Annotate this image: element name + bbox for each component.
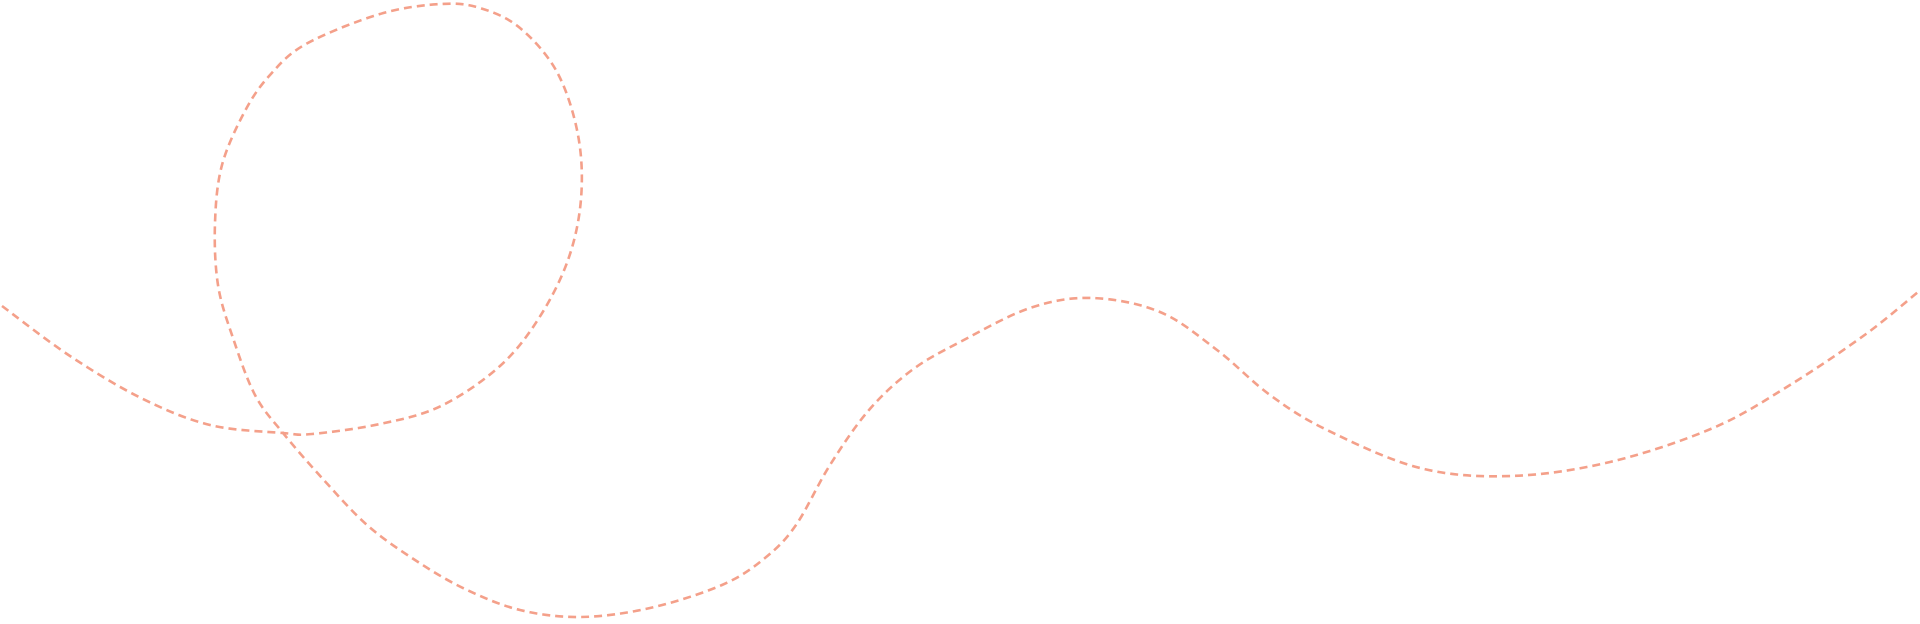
dashed-loop-curve <box>1 2 1919 619</box>
decorative-dashed-curve-canvas <box>1 2 1919 619</box>
